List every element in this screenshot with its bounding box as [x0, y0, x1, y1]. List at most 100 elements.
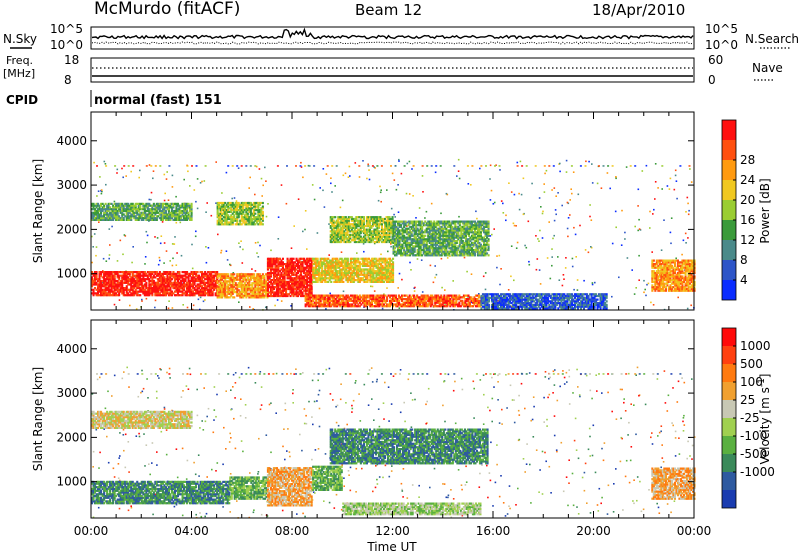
power-echo	[421, 291, 424, 293]
power-cell	[161, 281, 164, 284]
power-cell	[134, 274, 137, 277]
power-cell	[354, 279, 357, 282]
power-cell	[383, 266, 386, 269]
power-cell	[95, 217, 98, 220]
power-cell	[231, 296, 234, 299]
power-cell	[122, 271, 125, 274]
power-echo	[141, 298, 143, 301]
power-cell	[196, 279, 199, 283]
power-cell	[348, 263, 351, 266]
power-cell	[175, 283, 178, 286]
power-cell	[208, 283, 211, 286]
power-echo	[280, 184, 283, 186]
power-cell	[551, 296, 554, 299]
power-cell	[160, 290, 163, 293]
power-cell	[355, 296, 358, 299]
power-cell	[208, 279, 211, 283]
power-cell	[149, 288, 152, 291]
power-cell	[187, 287, 190, 290]
power-cell	[227, 276, 230, 279]
power-cell	[109, 211, 112, 214]
power-cell	[369, 271, 372, 275]
power-cell	[140, 278, 143, 281]
power-cell	[91, 278, 94, 281]
power-echo	[621, 209, 623, 212]
power-cell	[389, 299, 392, 302]
power-cell	[339, 257, 342, 260]
power-cell	[304, 280, 307, 283]
power-echo	[118, 299, 121, 301]
power-cell	[313, 271, 316, 275]
power-cell	[288, 270, 291, 273]
power-cell	[268, 259, 271, 262]
power-echo	[206, 202, 208, 204]
power-cell	[572, 294, 575, 298]
power-cell	[268, 275, 271, 278]
power-cell	[283, 263, 286, 266]
power-echo	[177, 272, 179, 275]
power-cell	[280, 284, 283, 287]
power-cell	[331, 301, 334, 304]
power-cell	[494, 305, 497, 308]
power-echo	[144, 263, 146, 265]
power-cell	[354, 264, 357, 267]
power-echo	[199, 182, 202, 184]
power-cell	[266, 284, 269, 287]
power-cell	[196, 290, 199, 293]
power-cell	[160, 217, 163, 220]
power-echo	[231, 197, 233, 200]
power-cell	[333, 294, 336, 297]
power-cell	[151, 272, 154, 275]
power-echo	[397, 211, 400, 213]
power-cell	[328, 277, 331, 280]
power-cell	[140, 213, 143, 216]
power-cell	[498, 302, 501, 305]
power-cell	[272, 293, 275, 296]
power-cell	[573, 293, 576, 296]
power-cell	[196, 288, 199, 291]
power-cell	[379, 257, 382, 260]
power-cell	[292, 282, 295, 285]
power-cell	[249, 276, 252, 279]
power-cell	[181, 283, 184, 286]
power-cell	[455, 298, 458, 301]
power-cell	[446, 305, 449, 308]
power-cell	[450, 303, 453, 306]
power-cell	[151, 213, 154, 216]
freq-unit: [MHz]	[3, 67, 35, 80]
power-cell	[151, 211, 154, 214]
power-echo	[313, 198, 316, 201]
power-cell	[411, 301, 414, 304]
power-echo	[429, 264, 432, 267]
power-cell	[579, 296, 582, 299]
power-cell	[255, 287, 258, 290]
power-cell	[110, 202, 113, 205]
power-cell	[294, 268, 297, 271]
power-cell	[510, 302, 513, 305]
power-cell	[113, 279, 116, 283]
power-cell	[148, 217, 151, 220]
power-cell	[205, 278, 208, 281]
power-cell	[112, 217, 115, 220]
power-cell	[387, 277, 390, 280]
figure-title: McMurdo (fitACF)	[94, 0, 240, 19]
power-echo	[163, 199, 166, 202]
power-cell	[494, 300, 497, 303]
power-cell	[318, 264, 321, 267]
power-cell	[261, 280, 264, 283]
power-echo	[684, 232, 687, 235]
power-cell	[119, 209, 122, 213]
power-cell	[91, 211, 94, 214]
power-cell	[109, 217, 112, 220]
power-cell	[189, 274, 192, 277]
power-cell	[351, 264, 354, 267]
power-cell	[240, 273, 243, 276]
power-cell	[143, 272, 146, 275]
power-cell	[246, 273, 249, 276]
power-cell	[453, 296, 456, 299]
power-echo	[555, 195, 557, 197]
power-cell	[369, 296, 372, 299]
power-cell	[524, 293, 527, 296]
power-cell	[219, 278, 222, 281]
